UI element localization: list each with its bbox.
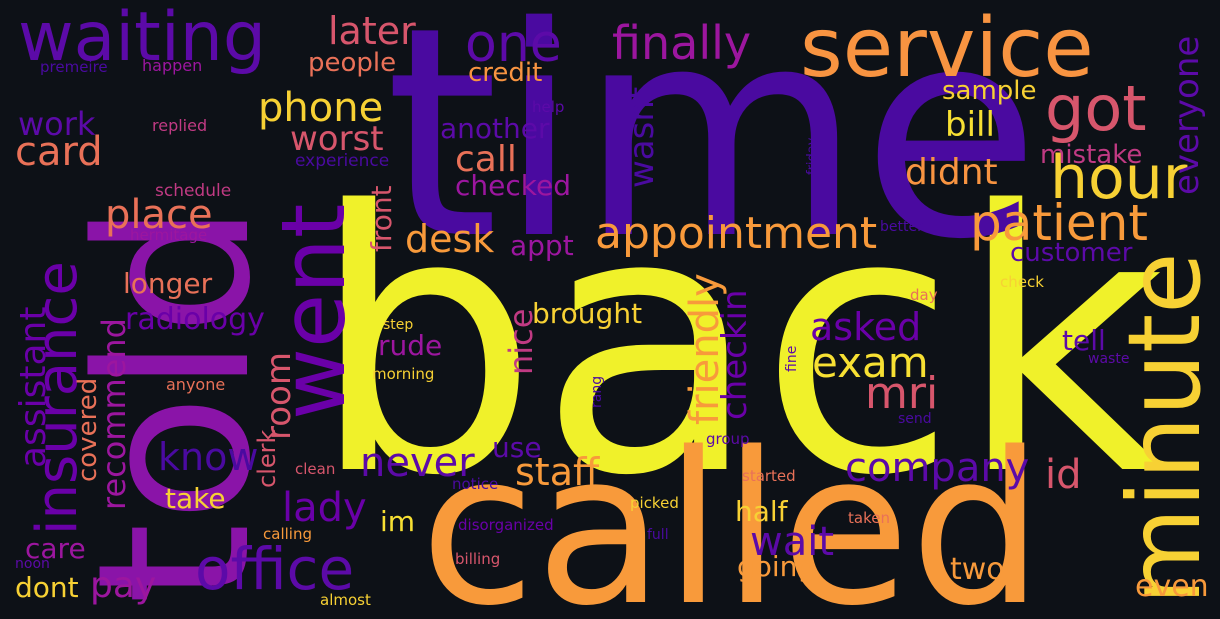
word-fine: fine: [784, 345, 800, 372]
word-rude: rude: [378, 329, 443, 362]
word-bill: bill: [945, 105, 995, 145]
word-credit: credit: [468, 58, 543, 88]
word-got: got: [1045, 72, 1147, 145]
word-clerk: clerk: [253, 429, 281, 488]
word-finally: finally: [612, 16, 752, 70]
word-taken: taken: [848, 509, 890, 527]
word-know: know: [158, 435, 259, 479]
word-place: place: [105, 192, 213, 238]
word-hour: hour: [1050, 143, 1188, 213]
word-lady: lady: [282, 485, 367, 531]
word-waste: waste: [1088, 351, 1130, 367]
word-later: later: [328, 9, 416, 53]
word-two: two: [950, 552, 1005, 587]
word-noon: noon: [15, 556, 50, 572]
word-checkin: checkin: [715, 289, 755, 420]
word-full: full: [647, 527, 669, 543]
word-sample: sample: [942, 76, 1037, 106]
word-call: call: [455, 139, 517, 180]
word-company: company: [845, 445, 1030, 491]
word-minute: minute: [1106, 252, 1220, 605]
word-waiting: waiting: [18, 0, 266, 77]
word-billing: billing: [455, 550, 501, 568]
word-help: help: [532, 98, 565, 116]
word-morning: morning: [372, 365, 435, 383]
word-calling: calling: [263, 525, 312, 543]
word-everyone: everyone: [1167, 35, 1207, 195]
word-room: room: [259, 352, 299, 440]
word-people: people: [308, 48, 397, 78]
word-replied: replied: [152, 116, 208, 135]
word-clean: clean: [295, 460, 336, 478]
word-asked: asked: [810, 305, 922, 349]
word-service: service: [800, 1, 1094, 96]
word-mistake: mistake: [1040, 140, 1143, 170]
word-happen: happen: [142, 56, 203, 75]
word-care: care: [25, 532, 86, 565]
word-started: started: [742, 467, 796, 485]
word-phone: phone: [258, 85, 384, 131]
word-notice: notice: [452, 475, 499, 493]
word-use: use: [492, 431, 542, 464]
word-hermitage: hermitage: [130, 226, 208, 244]
word-covered: covered: [73, 377, 103, 482]
word-half: half: [735, 495, 788, 528]
word-desk: desk: [405, 217, 495, 261]
word-wait: wait: [750, 519, 835, 565]
word-better: better: [880, 219, 923, 235]
word-anyone: anyone: [166, 375, 226, 394]
word-appt: appt: [510, 229, 574, 262]
word-going: going: [737, 550, 816, 583]
word-office: office: [195, 535, 355, 603]
word-work: work: [18, 105, 96, 143]
word-group: group: [706, 430, 750, 448]
word-dont: dont: [15, 571, 79, 604]
word-longer: longer: [123, 267, 213, 300]
word-premeire: premeire: [40, 58, 108, 76]
word-send: send: [898, 411, 932, 427]
word-worst: worst: [290, 119, 384, 159]
word-tell: tell: [1062, 324, 1106, 357]
word-id: id: [1045, 452, 1082, 498]
word-mri: mri: [865, 368, 939, 419]
word-take: take: [165, 482, 226, 515]
word-picked: picked: [630, 494, 679, 512]
word-im: im: [380, 505, 416, 538]
word-disorganized: disorganized: [458, 516, 554, 534]
word-even: even: [1135, 569, 1209, 604]
word-friday: friday: [805, 137, 820, 175]
word-wasnt: wasnt: [622, 86, 662, 188]
word-step: step: [383, 317, 414, 333]
word-assistant: assistant: [13, 306, 54, 468]
word-didnt: didnt: [905, 152, 998, 193]
word-one: one: [465, 14, 562, 74]
word-experience: experience: [295, 151, 390, 171]
word-checked: checked: [455, 169, 571, 202]
word-check: check: [1000, 273, 1044, 291]
word-brought: brought: [532, 297, 643, 330]
word-back: back: [310, 135, 1166, 554]
word-radiology: radiology: [125, 302, 265, 337]
word-customer: customer: [1010, 238, 1133, 268]
word-card: card: [15, 129, 103, 175]
word-patient: patient: [970, 194, 1148, 252]
word-appointment: appointment: [595, 208, 878, 259]
word-never: never: [360, 440, 475, 486]
word-day: day: [910, 286, 938, 304]
word-exam: exam: [812, 338, 929, 387]
word-time: time: [385, 0, 1041, 303]
word-schedule: schedule: [155, 181, 232, 201]
word-called: called: [420, 407, 1044, 619]
word-staff: staff: [515, 450, 600, 494]
word-almost: almost: [320, 591, 371, 609]
word-rang: rang: [589, 375, 605, 408]
word-pay: pay: [90, 565, 157, 606]
word-another: another: [440, 112, 550, 145]
word-front: front: [365, 185, 398, 252]
